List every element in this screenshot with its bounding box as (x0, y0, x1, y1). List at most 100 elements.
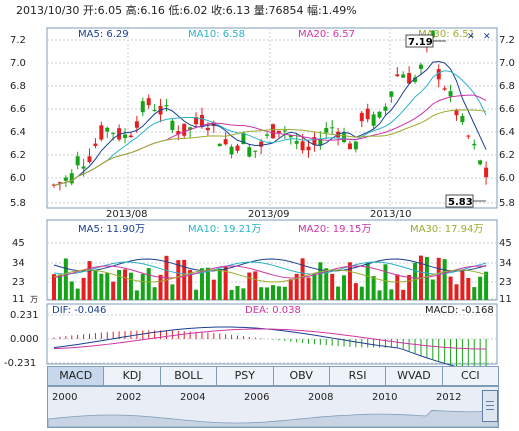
tab-macd[interactable]: MACD (48, 367, 105, 385)
open-value: 6.05 (97, 4, 123, 17)
volume-bar (466, 277, 471, 300)
price-candle-body (217, 143, 222, 147)
volume-bar (407, 274, 412, 300)
volume-bar (123, 269, 128, 300)
price-candle-body (318, 139, 323, 146)
tab-boll[interactable]: BOLL (161, 367, 218, 385)
volume-bar (241, 288, 246, 300)
macd-dea-line (53, 328, 487, 350)
volume-bar (75, 288, 80, 300)
price-candle-body (69, 173, 74, 184)
price-candle-body (342, 133, 347, 143)
price-candle-body (247, 147, 252, 157)
price-ytick-right: 6.8 (499, 81, 515, 92)
volume-bar (330, 273, 335, 300)
tab-kdj[interactable]: KDJ (104, 367, 161, 385)
price-candle-body (300, 141, 305, 151)
price-ytick: 6.6 (10, 104, 26, 115)
volume-bar (158, 274, 163, 300)
volume-bar (128, 272, 133, 300)
price-candle-body (407, 73, 412, 84)
macd-ytick: 0.231 (10, 310, 39, 321)
price-candle-body (229, 146, 234, 155)
vol-ytick-right: 45 (499, 238, 512, 249)
volume-bar (430, 279, 435, 300)
tab-rsi[interactable]: RSI (330, 367, 387, 385)
volume-bar (383, 264, 388, 300)
price-candle-body (199, 114, 204, 127)
price-candle-body (176, 131, 181, 135)
volume-bar (460, 269, 465, 300)
volume-bar (87, 261, 92, 300)
price-ytick: 6.0 (10, 173, 26, 184)
volume-bar (389, 289, 394, 300)
tab-cci[interactable]: CCI (461, 369, 480, 382)
volume-bar (93, 270, 98, 300)
tab-psy[interactable]: PSY (217, 367, 274, 385)
volume-bar (176, 260, 181, 300)
timeline-year: 2012 (436, 392, 461, 403)
vol-ytick-right: 11 (499, 294, 512, 305)
vol-ytick: 34 (12, 258, 25, 269)
vol-ma10-legend: MA10: 19.21万 (188, 224, 261, 235)
tab-wvad[interactable]: WVAD (386, 367, 443, 385)
volume-bar (448, 276, 453, 300)
volume-bar (69, 281, 74, 300)
change-value: 1.49% (321, 4, 357, 17)
stock-chart-svg: MA5: 6.29 MA10: 6.58 MA20: 6.57 MA30: 6.… (4, 27, 515, 366)
price-candle-body (389, 91, 394, 97)
volume-bar (342, 275, 347, 300)
price-candle-body (454, 109, 459, 116)
timeline-year: 2008 (308, 392, 333, 403)
macd-bars (53, 330, 487, 366)
price-candle-body (365, 108, 370, 120)
price-candle-body (99, 125, 104, 140)
price-candle-body (377, 111, 382, 118)
timeline-navigator[interactable]: 2000 2002 2004 2006 2008 2010 2012 (47, 386, 499, 428)
zoom-out-icon[interactable]: ✕ (483, 32, 491, 42)
vol-ma20-legend: MA20: 19.15万 (298, 224, 371, 235)
volume-bar (194, 289, 199, 300)
timeline-year: 2002 (116, 392, 141, 403)
price-candle-body (188, 127, 193, 130)
price-candle-body (484, 167, 489, 178)
price-candle-body (353, 141, 358, 150)
price-candle-body (330, 127, 335, 129)
price-candle-body (81, 166, 86, 169)
price-ytick: 7.0 (10, 58, 26, 69)
low-value: 6.02 (183, 4, 208, 17)
volume-bar (454, 284, 459, 300)
volume-bar (371, 276, 376, 300)
price-candle-body (117, 128, 122, 140)
volume-ma-line (53, 261, 487, 275)
price-candle-body (170, 120, 175, 131)
volume-bar (472, 287, 477, 300)
macd-lines (53, 326, 487, 366)
volume-ma-line (53, 269, 487, 283)
timeline-range-handle[interactable] (482, 390, 498, 422)
volume-bar (265, 287, 270, 300)
close-value: 6.13 (225, 4, 251, 17)
price-candle-body (205, 127, 210, 131)
volume-bar (259, 287, 264, 300)
vol-ytick-right: 23 (499, 277, 512, 288)
volume-bar (271, 285, 275, 300)
volume-value: 76854 (268, 4, 304, 17)
vol-ytick: 23 (12, 277, 25, 288)
volume-bar (235, 286, 240, 300)
price-ma-line (53, 109, 487, 187)
price-candle-body (306, 146, 311, 151)
volume-bar (63, 258, 68, 300)
volume-bar (276, 286, 281, 300)
volume-bar (436, 257, 441, 300)
vol-ytick: 45 (12, 238, 25, 249)
volume-bar (211, 279, 216, 300)
zoom-in-icon[interactable]: ✕ (467, 32, 475, 42)
volume-ma-line (53, 265, 487, 279)
volume-bar (324, 268, 329, 300)
timeline-year: 2006 (244, 392, 269, 403)
volume-bar (247, 272, 252, 300)
volume-bar (347, 262, 352, 300)
tab-obv[interactable]: OBV (274, 367, 330, 385)
price-ytick-right: 6.2 (499, 150, 515, 161)
